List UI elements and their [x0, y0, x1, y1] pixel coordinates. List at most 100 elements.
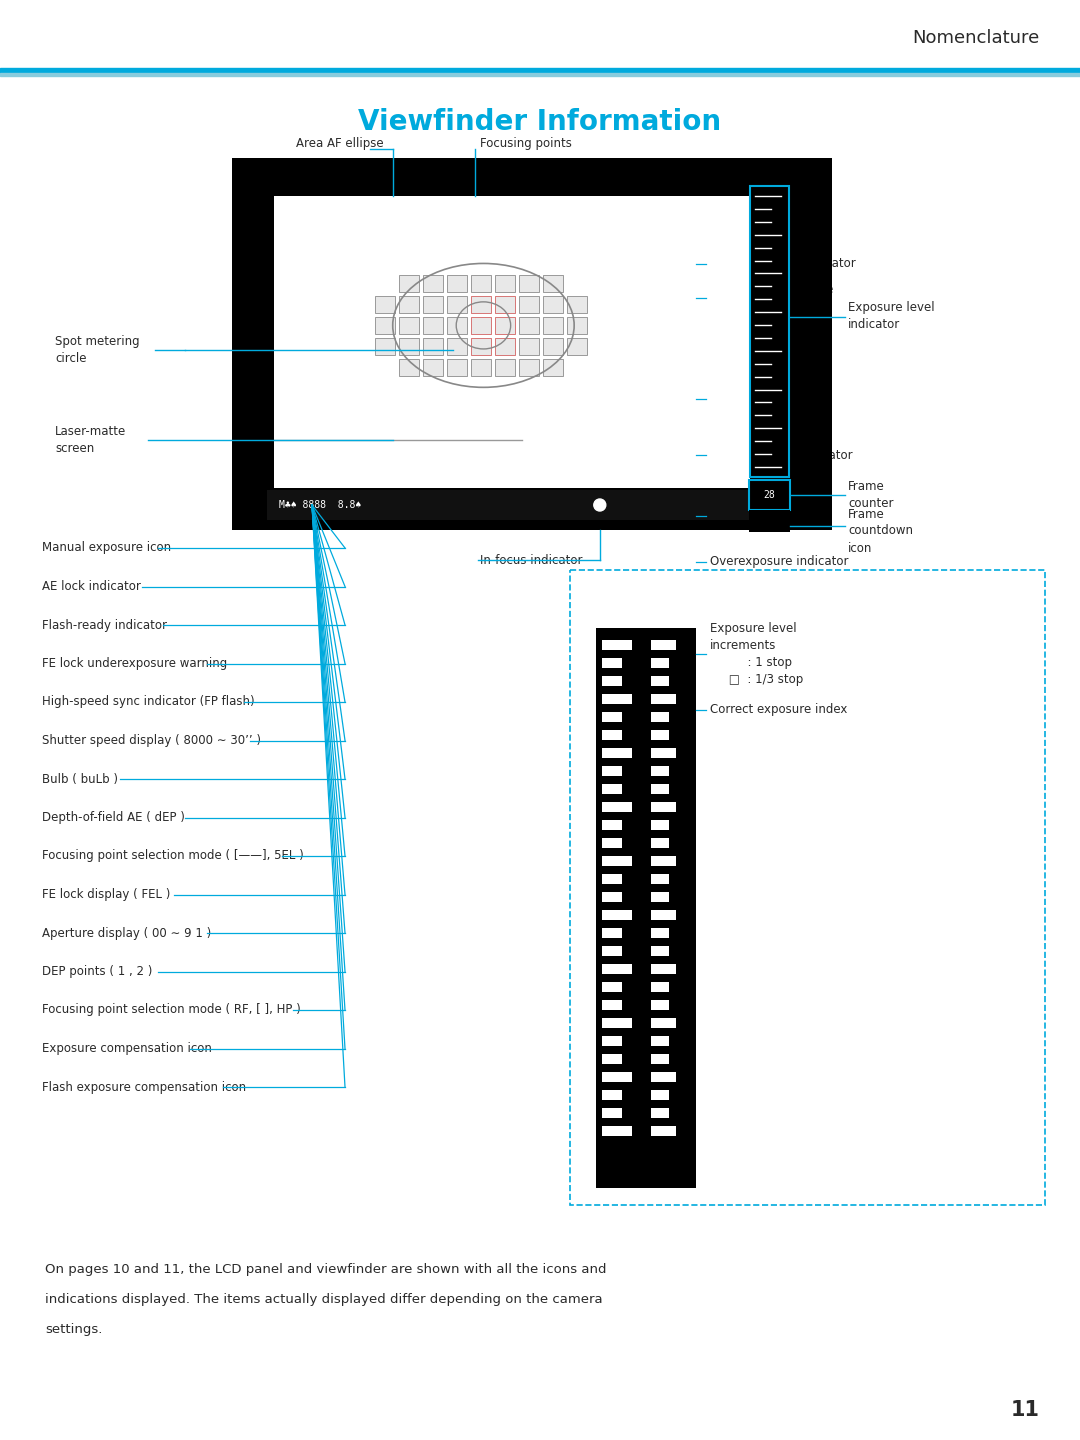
- Text: Depth-of-field AE ( dEP ): Depth-of-field AE ( dEP ): [42, 811, 185, 824]
- Text: Flash underexposure
indicator: Flash underexposure indicator: [710, 284, 834, 312]
- Bar: [447, 338, 468, 354]
- Bar: [602, 963, 632, 973]
- Bar: [602, 1071, 632, 1081]
- Text: Laser-matte
screen: Laser-matte screen: [55, 425, 126, 455]
- Bar: [651, 1054, 669, 1064]
- Bar: [496, 295, 515, 312]
- Bar: [651, 1107, 669, 1117]
- Text: AE lock indicator: AE lock indicator: [42, 580, 140, 593]
- Bar: [423, 275, 444, 292]
- Bar: [602, 1054, 622, 1064]
- Text: Underexposure indicator: Underexposure indicator: [710, 256, 855, 271]
- Bar: [602, 730, 622, 740]
- Text: Focusing point selection mode ( [——], 5EL ): Focusing point selection mode ( [——], 5E…: [42, 850, 303, 863]
- Bar: [750, 480, 789, 510]
- Bar: [376, 317, 395, 334]
- Bar: [447, 359, 468, 376]
- Bar: [651, 963, 676, 973]
- Bar: [472, 359, 491, 376]
- Bar: [602, 999, 622, 1009]
- Text: Aperture display ( 00 ∼ 9 1 ): Aperture display ( 00 ∼ 9 1 ): [42, 926, 212, 939]
- Bar: [651, 838, 669, 848]
- Bar: [651, 891, 669, 901]
- Bar: [651, 999, 669, 1009]
- Bar: [651, 639, 676, 649]
- Text: 28: 28: [764, 490, 775, 500]
- Text: FE lock display ( FEL ): FE lock display ( FEL ): [42, 888, 171, 901]
- Bar: [651, 910, 676, 920]
- Bar: [232, 158, 832, 530]
- Bar: [602, 855, 632, 865]
- Bar: [602, 658, 622, 668]
- Text: indications displayed. The items actually displayed differ depending on the came: indications displayed. The items actuall…: [45, 1293, 603, 1306]
- Bar: [602, 675, 622, 685]
- Bar: [267, 490, 787, 520]
- Text: Exposure compensation icon: Exposure compensation icon: [42, 1043, 212, 1056]
- Bar: [651, 1035, 669, 1045]
- Bar: [543, 338, 564, 354]
- Text: Shutter speed display ( 8000 ∼ 30’’ ): Shutter speed display ( 8000 ∼ 30’’ ): [42, 734, 261, 747]
- Bar: [423, 338, 444, 354]
- Bar: [496, 338, 515, 354]
- Circle shape: [594, 500, 606, 511]
- Bar: [274, 196, 750, 488]
- Text: FE lock underexposure warning: FE lock underexposure warning: [42, 657, 227, 670]
- Bar: [602, 711, 622, 721]
- Bar: [602, 946, 622, 956]
- Bar: [651, 855, 676, 865]
- Text: M♣♠ 8888  8.8♠: M♣♠ 8888 8.8♠: [279, 500, 361, 510]
- Text: Overexposure indicator: Overexposure indicator: [710, 554, 849, 569]
- Text: Exposure level
indicator: Exposure level indicator: [848, 301, 934, 331]
- Text: Bulb ( buLb ): Bulb ( buLb ): [42, 772, 118, 785]
- Bar: [570, 570, 1045, 1205]
- Bar: [602, 1035, 622, 1045]
- Bar: [752, 189, 787, 475]
- Bar: [400, 295, 419, 312]
- Bar: [496, 317, 515, 334]
- Bar: [519, 295, 539, 312]
- Bar: [543, 275, 564, 292]
- Bar: [651, 658, 669, 668]
- Bar: [496, 359, 515, 376]
- Text: Flash-ready indicator: Flash-ready indicator: [42, 619, 167, 632]
- Bar: [447, 295, 468, 312]
- Bar: [400, 338, 419, 354]
- Bar: [651, 694, 676, 704]
- Text: Area AF ellipse: Area AF ellipse: [296, 137, 383, 150]
- Bar: [651, 766, 669, 776]
- Text: Nomenclature: Nomenclature: [913, 29, 1040, 48]
- Bar: [602, 982, 622, 992]
- Bar: [651, 675, 669, 685]
- Text: Flash overexposure
indicator: Flash overexposure indicator: [710, 501, 825, 530]
- Bar: [602, 694, 632, 704]
- Bar: [447, 275, 468, 292]
- Bar: [543, 359, 564, 376]
- Bar: [567, 338, 588, 354]
- Bar: [0, 68, 1080, 73]
- Text: Flash exposure level
indicator: Flash exposure level indicator: [710, 384, 831, 413]
- Bar: [423, 317, 444, 334]
- Bar: [602, 639, 632, 649]
- Bar: [602, 1107, 622, 1117]
- Bar: [567, 295, 588, 312]
- Bar: [651, 819, 669, 829]
- Bar: [496, 275, 515, 292]
- Bar: [602, 1090, 622, 1100]
- Bar: [651, 1018, 676, 1028]
- Bar: [400, 359, 419, 376]
- Text: settings.: settings.: [45, 1323, 103, 1336]
- Text: Focusing points: Focusing points: [480, 137, 572, 150]
- Bar: [651, 1126, 676, 1136]
- Bar: [567, 317, 588, 334]
- Bar: [602, 802, 632, 812]
- Bar: [543, 295, 564, 312]
- Bar: [651, 730, 669, 740]
- Bar: [596, 628, 696, 1188]
- Bar: [750, 186, 789, 477]
- Bar: [519, 338, 539, 354]
- Bar: [472, 317, 491, 334]
- Bar: [423, 295, 444, 312]
- Text: 11: 11: [1011, 1400, 1040, 1420]
- Bar: [400, 275, 419, 292]
- Text: Viewfinder Information: Viewfinder Information: [359, 108, 721, 135]
